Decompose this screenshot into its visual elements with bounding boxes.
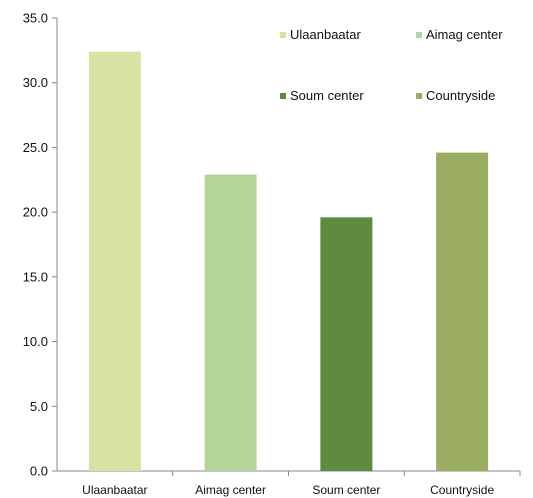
legend-label: Soum center (290, 88, 364, 103)
plot-area: 0.0 5.0 10.0 15.0 20.0 25.0 30.0 35.0 Ulaanbaat… (23, 11, 521, 497)
legend-swatch (280, 32, 286, 38)
legend-swatch (280, 93, 286, 99)
x-tick-label: Countryside (430, 483, 494, 497)
y-tick-label: 30.0 (23, 75, 48, 90)
bars (88, 51, 489, 471)
legend-label: Aimag center (426, 27, 503, 42)
x-tick-label: Ulaanbaatar (82, 483, 147, 497)
bar-3 (436, 152, 489, 471)
y-tick-label: 10.0 (23, 334, 48, 349)
legend-label: Countryside (426, 88, 495, 103)
legend: Ulaanbaatar Aimag center Soum center Countr… (280, 27, 503, 103)
y-axis-ticks: 0.0 5.0 10.0 15.0 20.0 25.0 30.0 35.0 (23, 11, 57, 479)
y-tick-label: 20.0 (23, 205, 48, 220)
x-tick-label: Soum center (312, 483, 380, 497)
y-tick-label: 0.0 (30, 464, 48, 479)
legend-swatch (416, 32, 422, 38)
y-tick-label: 15.0 (23, 269, 48, 284)
y-tick-label: 25.0 (23, 140, 48, 155)
legend-label: Ulaanbaatar (290, 27, 361, 42)
y-tick-label: 35.0 (23, 11, 48, 26)
bar-1 (204, 174, 257, 471)
y-tick-label: 5.0 (30, 399, 48, 414)
legend-swatch (416, 93, 422, 99)
bar-2 (320, 217, 373, 471)
x-tick-label: Aimag center (195, 483, 266, 497)
x-axis-ticks: Ulaanbaatar Aimag center Soum center Countr… (82, 471, 521, 497)
bar-0 (88, 51, 141, 471)
